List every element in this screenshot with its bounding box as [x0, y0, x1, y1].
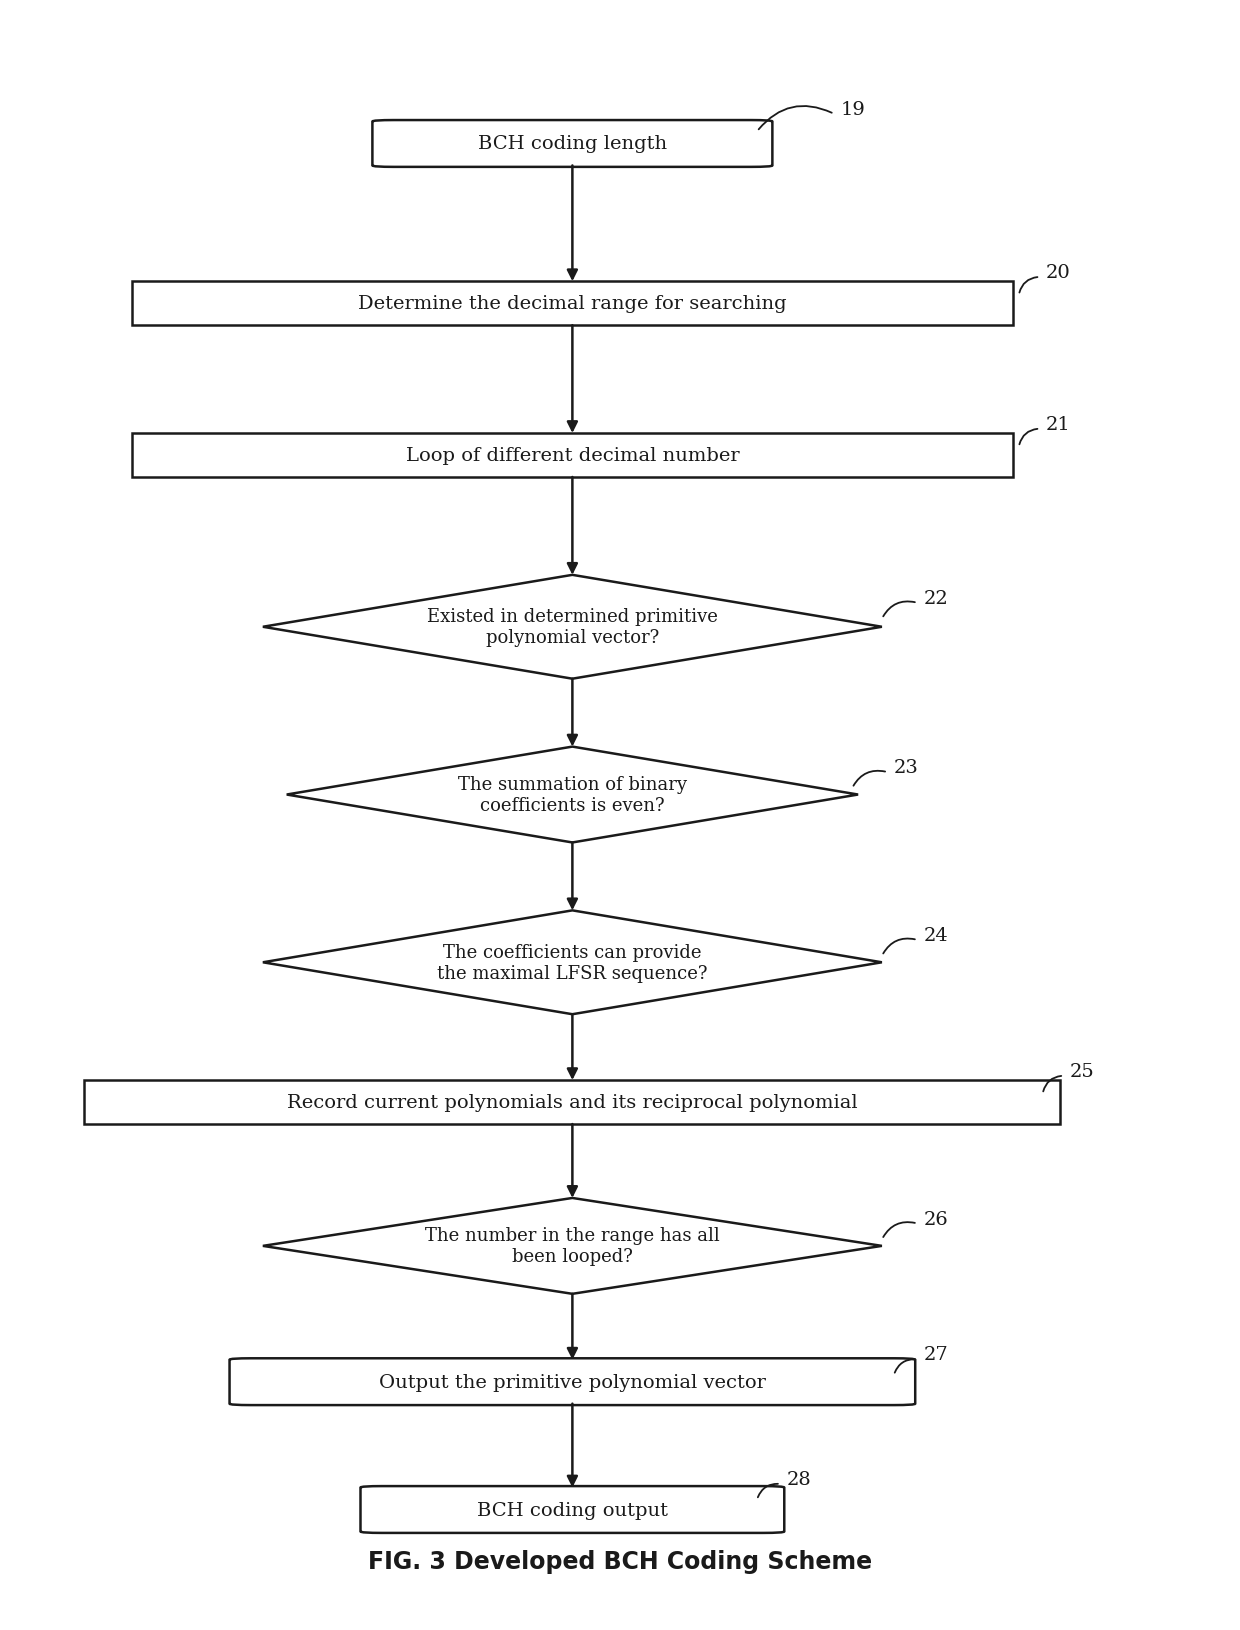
FancyBboxPatch shape [361, 1487, 784, 1532]
FancyBboxPatch shape [229, 1358, 915, 1405]
Text: The number in the range has all
been looped?: The number in the range has all been loo… [425, 1227, 719, 1265]
Text: The coefficients can provide
the maximal LFSR sequence?: The coefficients can provide the maximal… [438, 944, 708, 983]
Text: BCH coding output: BCH coding output [477, 1501, 668, 1519]
Text: 25: 25 [1070, 1063, 1095, 1081]
Text: 28: 28 [786, 1470, 811, 1488]
Text: Existed in determined primitive
polynomial vector?: Existed in determined primitive polynomi… [427, 608, 718, 647]
Bar [84, 1081, 1060, 1125]
Text: FIG. 3 Developed BCH Coding Scheme: FIG. 3 Developed BCH Coding Scheme [368, 1550, 872, 1573]
Polygon shape [286, 747, 858, 843]
Text: 21: 21 [1047, 416, 1071, 434]
Text: 23: 23 [894, 758, 919, 776]
Polygon shape [263, 575, 882, 680]
Text: 20: 20 [1047, 264, 1071, 282]
Polygon shape [263, 911, 882, 1014]
Text: Loop of different decimal number: Loop of different decimal number [405, 447, 739, 465]
FancyBboxPatch shape [372, 121, 773, 168]
Text: The summation of binary
coefficients is even?: The summation of binary coefficients is … [458, 776, 687, 815]
Text: 19: 19 [841, 101, 866, 119]
Text: 26: 26 [924, 1209, 949, 1227]
Bar [131, 434, 1013, 478]
Bar [131, 282, 1013, 326]
Text: 24: 24 [924, 926, 949, 944]
Text: Record current polynomials and its reciprocal polynomial: Record current polynomials and its recip… [288, 1094, 858, 1112]
Text: 27: 27 [924, 1345, 949, 1363]
Text: Determine the decimal range for searching: Determine the decimal range for searchin… [358, 295, 786, 313]
Text: 22: 22 [924, 590, 949, 608]
Polygon shape [263, 1198, 882, 1294]
Text: BCH coding length: BCH coding length [477, 135, 667, 153]
Text: Output the primitive polynomial vector: Output the primitive polynomial vector [379, 1372, 766, 1390]
